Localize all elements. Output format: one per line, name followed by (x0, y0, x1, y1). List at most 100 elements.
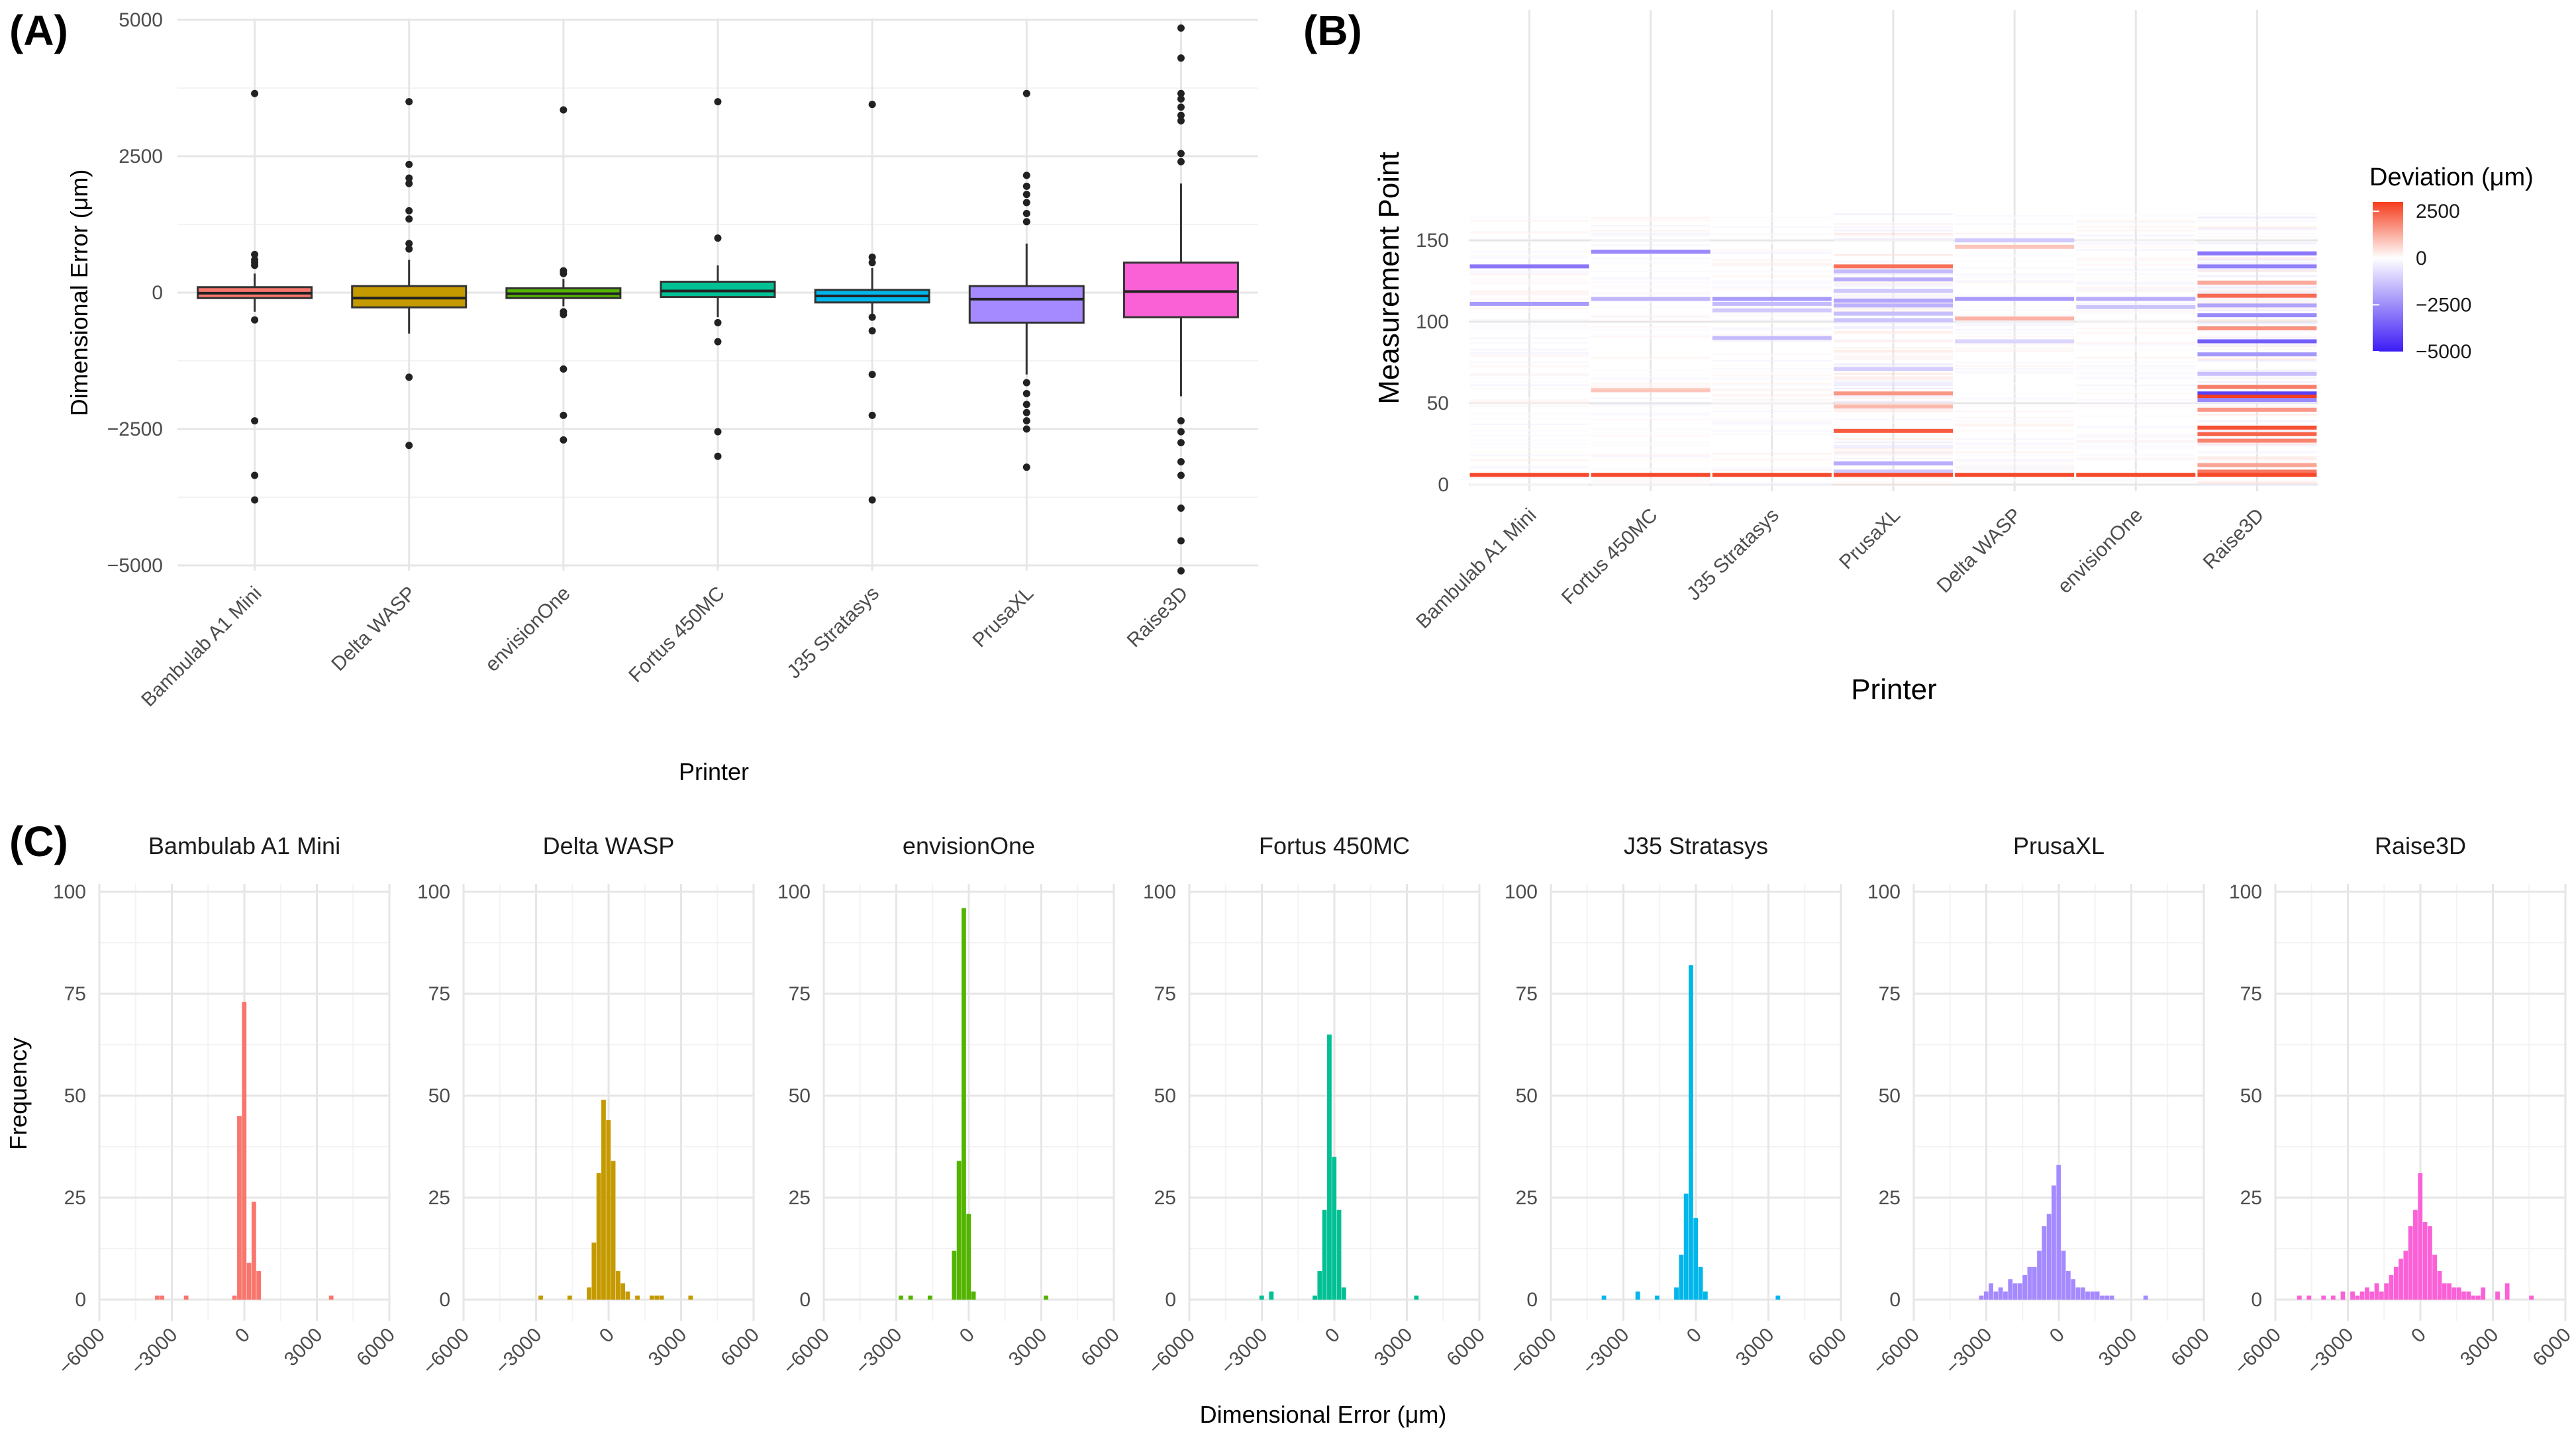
panel-b-cell (1712, 259, 1832, 261)
panel-b-cell (1834, 342, 1953, 344)
panel-b-cell (1469, 471, 1589, 473)
panel-b-cell (1955, 293, 2075, 295)
panel-c-histogram-bar (635, 1295, 640, 1300)
panel-c-histogram-bar (1332, 1157, 1337, 1300)
panel-b-cell (2076, 426, 2196, 429)
panel-b-cell (1834, 273, 1953, 275)
panel-b-cell (2197, 444, 2317, 447)
panel-c-histogram-bar (2403, 1251, 2408, 1300)
panel-b-cell (1834, 226, 1953, 228)
panel-b-cell (1591, 287, 1710, 289)
panel-a-outlier-point (405, 179, 413, 187)
panel-b-cell (1469, 285, 1589, 287)
panel-b-cell-strong (2197, 352, 2317, 357)
panel-c-histogram-bar (2495, 1291, 2500, 1300)
panel-c-histogram-bar (1775, 1295, 1781, 1300)
panel-c-histogram-bar (2306, 1295, 2312, 1300)
panel-a-outlier-point (1177, 471, 1185, 479)
panel-b-cell (1469, 298, 1589, 300)
panel-b-cell (2197, 287, 2317, 289)
panel-b-cell (2197, 369, 2317, 372)
panel-b-cell (1469, 231, 1589, 233)
panel-b-cell (1591, 270, 1710, 272)
panel-b-cell (1955, 465, 2075, 468)
panel-a-box-4 (814, 101, 930, 504)
panel-b-cell (2076, 249, 2196, 251)
panel-c-histogram-bar (2095, 1291, 2100, 1300)
panel-b-y-tick-label: 100 (1416, 311, 1449, 333)
panel-b-cell (1591, 230, 1710, 232)
panel-b-cell (1591, 234, 1710, 236)
panel-c-histogram-bar (2359, 1291, 2365, 1300)
panel-c-y-tick-label: 50 (1879, 1085, 1901, 1107)
panel-b-cell (1591, 408, 1710, 411)
panel-b-cell (1834, 340, 1953, 342)
panel-b-cell (1469, 477, 1589, 479)
panel-b-cell (1955, 335, 2075, 338)
panel-b-cell (1469, 423, 1589, 426)
panel-b-cell (1955, 428, 2075, 430)
panel-a-box-6 (1122, 24, 1239, 575)
panel-b-cell (1591, 444, 1710, 447)
panel-b-cell (1712, 270, 1832, 272)
panel-a-outlier-point (560, 411, 568, 419)
panel-c-y-tick-label: 75 (1879, 983, 1901, 1005)
panel-b-cell (1591, 326, 1710, 328)
panel-b-cell (1712, 422, 1832, 424)
panel-b-cell (1834, 308, 1953, 310)
panel-b-cell (2076, 479, 2196, 481)
panel-b-cell (1712, 469, 1832, 471)
panel-a-outlier-point (1022, 199, 1030, 207)
panel-b-cell (1955, 453, 2075, 455)
panel-b-cell (1834, 363, 1953, 365)
panel-c-histogram-bar (160, 1295, 165, 1300)
panel-b-cell (1469, 418, 1589, 420)
panel-b-cell-strong (2076, 305, 2196, 309)
panel-b-cell (1469, 377, 1589, 380)
panel-b-cell (2076, 455, 2196, 458)
panel-b-cell (1591, 405, 1710, 408)
panel-b-cell (1712, 377, 1832, 380)
panel-c-y-tick-label: 75 (1154, 983, 1176, 1005)
panel-b-cell (1834, 358, 1953, 360)
panel-b-cell (1834, 397, 1953, 399)
panel-b-cell (2197, 402, 2317, 405)
panel-b-cell (1469, 401, 1589, 403)
panel-b-cell (1712, 290, 1832, 292)
panel-b-cell (1469, 416, 1589, 419)
panel-c-histogram-bar (2389, 1275, 2394, 1300)
panel-c-histogram-bar (956, 1161, 962, 1300)
panel-b-cell (1955, 451, 2075, 454)
panel-b-cell (1955, 280, 2075, 282)
panel-b-cell-strong (2197, 425, 2317, 430)
panel-b-cell (1469, 238, 1589, 240)
panel-b-cell (1591, 480, 1710, 483)
panel-b-cell (1591, 301, 1710, 303)
panel-b-cell (1955, 448, 2075, 450)
panel-b-cell (1712, 353, 1832, 356)
panel-b-cell (2076, 230, 2196, 232)
panel-b-cell (2197, 291, 2317, 293)
panel-b-cell (2076, 441, 2196, 444)
panel-b-cell (1712, 232, 1832, 235)
panel-b-y-axis-title: Measurement Point (1373, 152, 1405, 405)
panel-a-outlier-point (1177, 150, 1185, 158)
panel-b-cell (1712, 238, 1832, 240)
panel-b-cell (1591, 428, 1710, 430)
panel-c-histogram-bar (1317, 1270, 1322, 1300)
panel-b-cell (2076, 322, 2196, 324)
panel-c-histogram-bar (2071, 1279, 2076, 1300)
panel-b-cell (1469, 299, 1589, 302)
panel-b-cell (1591, 306, 1710, 309)
panel-b-cell (1955, 306, 2075, 309)
panel-b-cell (2076, 397, 2196, 399)
panel-b-cell (2197, 275, 2317, 277)
panel-a-box-2 (505, 106, 622, 444)
panel-b-cell (1955, 383, 2075, 385)
panel-b-cell (2076, 246, 2196, 248)
panel-b-cell-strong (2197, 438, 2317, 443)
panel-c-y-tick-label: 0 (439, 1289, 450, 1311)
panel-b-cell (1955, 347, 2075, 349)
panel-b-cell (1955, 464, 2075, 466)
panel-b-cell (2076, 356, 2196, 359)
